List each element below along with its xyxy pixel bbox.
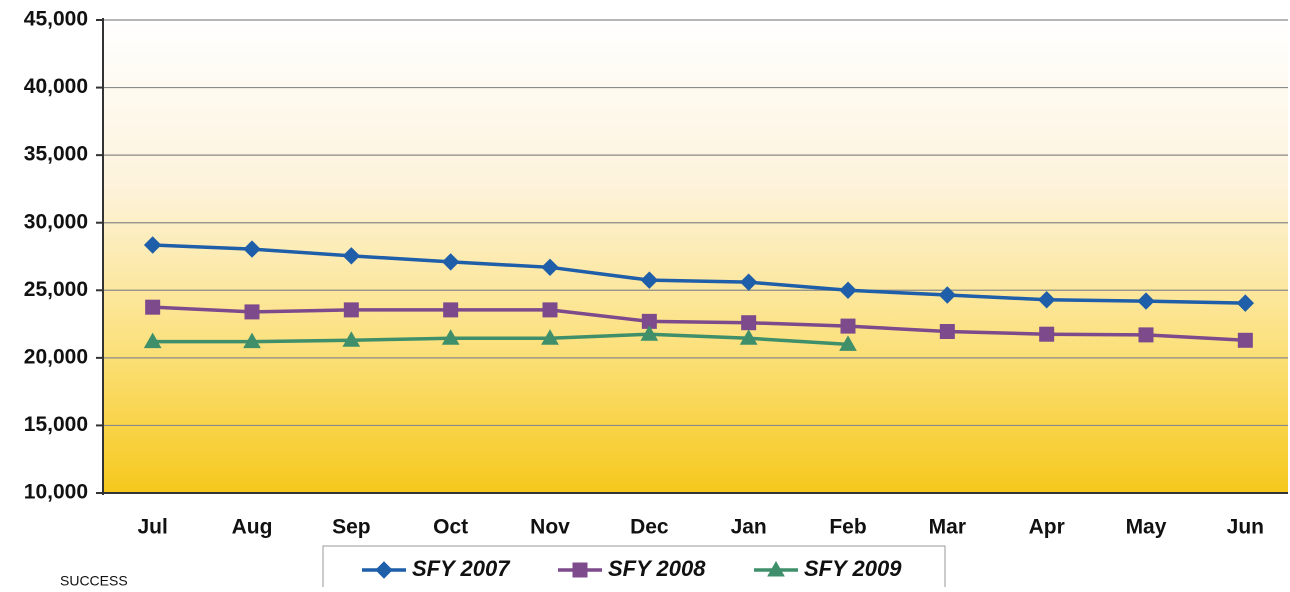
data-point	[343, 302, 359, 318]
legend-label: SFY 2007	[412, 556, 511, 581]
series-line	[152, 332, 849, 347]
data-point	[143, 332, 162, 349]
x-tick-label: Jul	[137, 516, 167, 539]
source: SUCCESS	[60, 573, 128, 587]
data-point	[839, 335, 857, 351]
legend	[322, 545, 946, 591]
data-point	[1236, 294, 1255, 312]
x-tick-label: Aug	[232, 516, 273, 539]
data-point	[441, 329, 460, 345]
y-tick-label: 10,000	[24, 481, 88, 504]
y-tick-label: 35,000	[24, 143, 88, 166]
data-point	[939, 324, 955, 340]
x-tick-label: Jun	[1227, 516, 1264, 539]
data-point	[840, 318, 856, 334]
data-point	[541, 258, 559, 277]
data-point	[143, 236, 162, 254]
data-point	[244, 304, 260, 320]
data-point	[739, 273, 758, 291]
x-tick-label: Nov	[530, 516, 570, 539]
legend-marker	[767, 560, 785, 577]
data-point	[342, 247, 361, 265]
x-tick-label: May	[1126, 516, 1167, 539]
data-point	[1138, 327, 1154, 343]
data-point	[243, 332, 261, 349]
data-point	[541, 329, 559, 345]
data-point	[839, 281, 857, 299]
data-point	[1039, 326, 1055, 342]
data-point	[342, 331, 361, 347]
data-point	[1237, 332, 1253, 348]
data-point	[1037, 291, 1056, 309]
data-point	[542, 302, 558, 318]
data-point	[243, 240, 261, 258]
y-tick-label: 40,000	[24, 75, 88, 98]
x-tick-label: Sep	[332, 516, 371, 539]
x-tick-label: Dec	[630, 516, 669, 539]
y-tick-label: 15,000	[24, 413, 88, 436]
data-point	[443, 302, 459, 318]
data-point	[441, 253, 460, 271]
x-tick-label: Apr	[1029, 516, 1065, 539]
x-tick-label: Oct	[433, 516, 468, 539]
y-tick-label: 30,000	[24, 210, 88, 233]
data-point	[640, 271, 659, 289]
data-point	[938, 286, 957, 304]
y-tick-label: 25,000	[24, 278, 88, 301]
x-tick-label: Feb	[829, 516, 866, 539]
data-point	[739, 329, 758, 345]
data-point	[1137, 292, 1155, 310]
data-point	[640, 325, 659, 341]
x-tick-label: Jan	[731, 516, 767, 539]
series-line	[152, 243, 1246, 305]
y-tick-label: 45,000	[24, 8, 88, 31]
x-tick-label: Mar	[929, 516, 966, 539]
y-tick-label: 20,000	[24, 345, 88, 368]
legend-label: SFY 2009	[804, 556, 902, 581]
legend-marker	[375, 561, 393, 579]
legend-label: SFY 2008	[608, 556, 706, 581]
plot-area	[103, 20, 1288, 493]
legend-marker	[572, 562, 588, 578]
data-point	[741, 315, 757, 331]
data-point	[145, 299, 161, 315]
series-line	[152, 305, 1246, 343]
